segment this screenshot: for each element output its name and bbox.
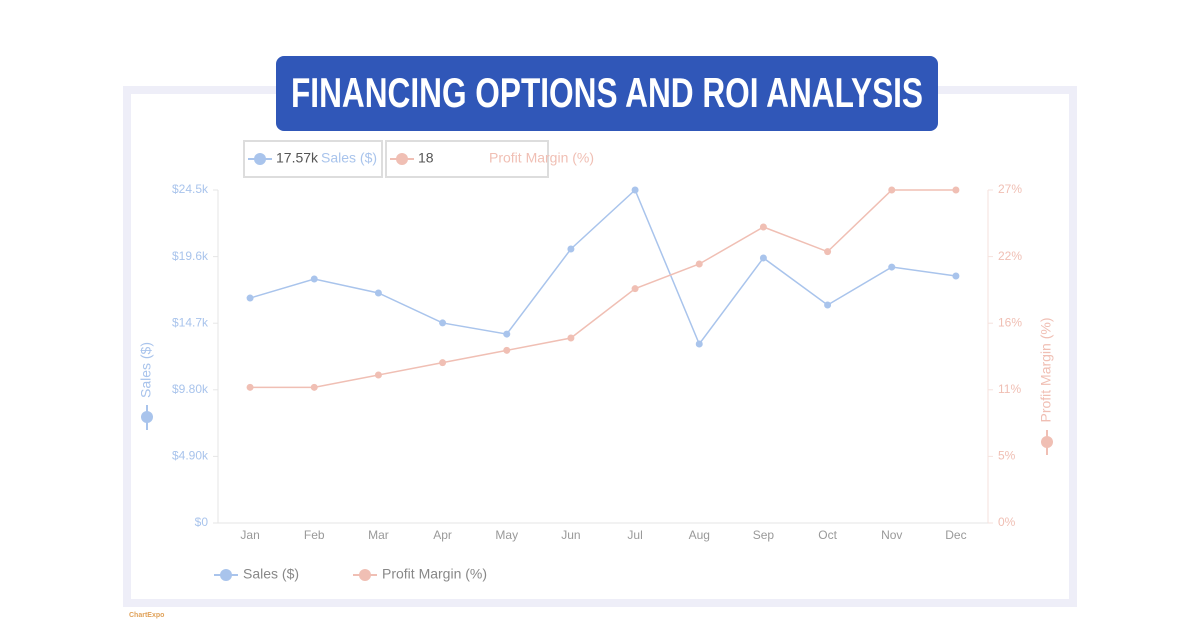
x-tick-label: Apr <box>433 528 452 542</box>
data-point <box>631 285 639 293</box>
y2-axis-icon <box>1041 436 1053 448</box>
title-badge <box>276 56 938 131</box>
x-tick-label: Nov <box>881 528 902 542</box>
y-axis-title: Sales ($) <box>138 342 154 398</box>
x-tick-label: Jul <box>627 528 642 542</box>
x-tick-label: Mar <box>368 528 389 542</box>
legend-label: Sales ($) <box>243 566 299 582</box>
data-point <box>374 371 382 379</box>
y-axis-title-group: Sales ($) <box>138 342 154 398</box>
data-point <box>567 334 575 342</box>
data-point <box>246 383 254 391</box>
y-tick-label: $0 <box>195 515 209 529</box>
watermark: ChartExpo <box>129 612 164 619</box>
legend-label: Profit Margin (%) <box>382 566 487 582</box>
data-point <box>503 346 511 354</box>
y-tick-label: $4.90k <box>172 449 209 463</box>
y-tick-label: $19.6k <box>172 249 209 263</box>
y2-axis-title-group: Profit Margin (%) <box>1038 317 1054 422</box>
data-point <box>824 248 832 256</box>
chart-frame <box>123 86 1077 607</box>
y2-tick-label: 11% <box>998 382 1021 396</box>
summary-name: Profit Margin (%) <box>489 150 594 166</box>
y2-axis-title: Profit Margin (%) <box>1038 317 1054 422</box>
x-tick-label: Feb <box>304 528 325 542</box>
y-tick-label: $24.5k <box>172 182 209 196</box>
data-point <box>631 186 639 194</box>
data-point <box>439 319 447 327</box>
summary-icon <box>254 153 266 165</box>
x-tick-label: May <box>495 528 518 542</box>
x-tick-label: Dec <box>945 528 966 542</box>
x-tick-label: Sep <box>753 528 775 542</box>
legend-icon <box>220 569 232 581</box>
series-line <box>250 189 956 389</box>
data-point <box>246 294 254 302</box>
summary-box <box>385 140 549 178</box>
data-point <box>695 260 703 268</box>
y2-tick-label: 0% <box>998 515 1016 529</box>
chart-title: FINANCING OPTIONS AND ROI ANALYSIS <box>291 69 923 116</box>
series-line <box>249 188 957 346</box>
data-point <box>503 330 511 338</box>
data-point <box>567 245 575 253</box>
x-tick-label: Jan <box>240 528 259 542</box>
y2-tick-label: 27% <box>998 182 1022 196</box>
data-point <box>824 301 832 309</box>
data-point <box>759 254 767 262</box>
x-tick-label: Aug <box>689 528 710 542</box>
data-point <box>888 186 896 194</box>
data-point <box>310 275 318 283</box>
data-point <box>888 263 896 271</box>
y-tick-label: $9.80k <box>172 382 209 396</box>
data-point <box>310 383 318 391</box>
y-axis-icon <box>141 411 153 423</box>
x-tick-label: Jun <box>561 528 580 542</box>
data-point <box>695 340 703 348</box>
summary-value: 17.57k <box>276 150 319 166</box>
summary-box <box>243 140 383 178</box>
data-point <box>952 186 960 194</box>
data-point <box>759 223 767 231</box>
legend-icon <box>359 569 371 581</box>
y-tick-label: $14.7k <box>172 315 209 329</box>
y2-tick-label: 22% <box>998 249 1022 263</box>
summary-name: Sales ($) <box>321 150 377 166</box>
data-point <box>439 359 447 367</box>
data-point <box>374 289 382 297</box>
summary-value: 18 <box>418 150 434 166</box>
y2-tick-label: 16% <box>998 315 1022 329</box>
summary-icon <box>396 153 408 165</box>
data-point <box>952 272 960 280</box>
y2-tick-label: 5% <box>998 449 1016 463</box>
x-tick-label: Oct <box>818 528 837 542</box>
